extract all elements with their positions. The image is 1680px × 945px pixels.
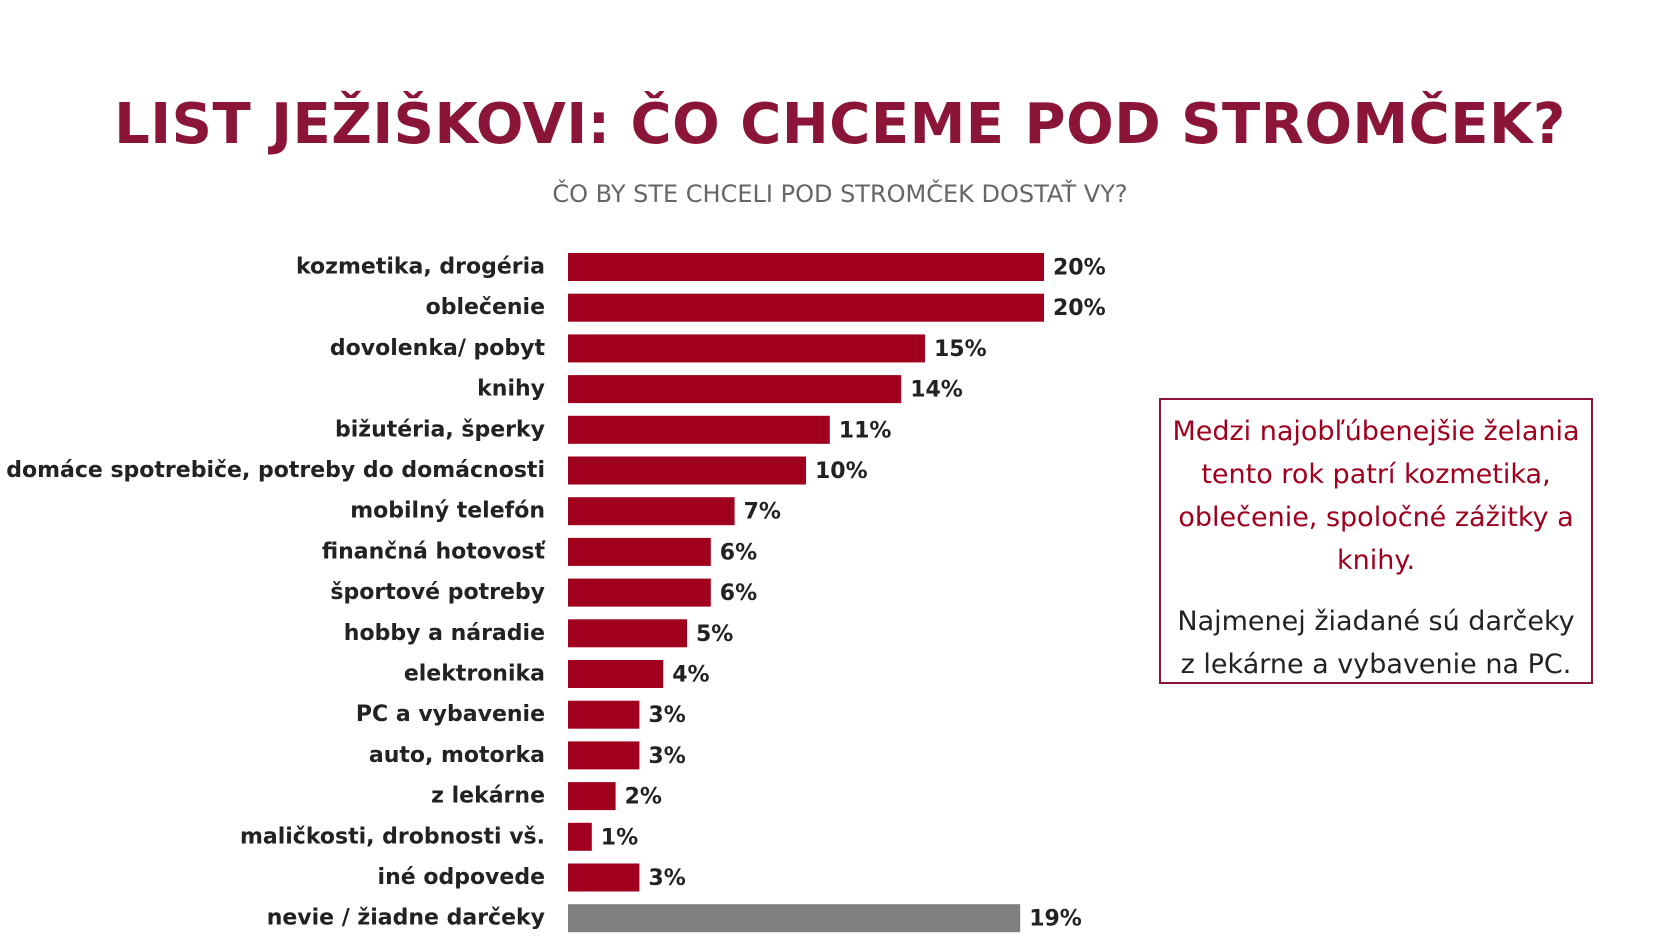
bar [568, 415, 830, 444]
bar [568, 660, 664, 688]
value-label: 20% [1053, 296, 1106, 321]
category-label: dovolenka/ pobyt [330, 336, 546, 361]
value-label: 14% [910, 378, 963, 403]
bar [568, 741, 640, 770]
bar [568, 334, 925, 363]
value-label: 5% [696, 622, 733, 647]
value-label: 3% [648, 744, 685, 769]
category-label: hobby a náradie [344, 621, 545, 646]
category-label: mobilný telefón [350, 499, 545, 524]
value-label: 4% [672, 663, 709, 688]
callout-highlight-text: Medzi najobľúbenejšie želania tento rok … [1172, 416, 1580, 576]
value-label: 3% [648, 703, 685, 728]
category-label: iné odpovede [378, 865, 545, 890]
bar [568, 293, 1044, 322]
category-label: elektronika [404, 662, 545, 687]
category-label: z lekárne [431, 784, 545, 809]
bar [568, 537, 711, 566]
callout-note-text: Najmenej žiadané sú darčeky z lekárne a … [1177, 606, 1575, 680]
category-label: oblečenie [426, 295, 545, 320]
page-title: LIST JEŽIŠKOVI: ČO CHCEME POD STROMČEK? [114, 92, 1566, 157]
category-label: bižutéria, šperky [335, 417, 545, 442]
category-label: domáce spotrebiče, potreby do domácnosti [6, 458, 545, 483]
bar [568, 822, 592, 851]
value-label: 1% [601, 825, 638, 850]
bar [568, 253, 1044, 281]
bar [568, 619, 687, 648]
bar [568, 497, 735, 526]
bar [568, 578, 711, 607]
value-label: 11% [839, 418, 892, 443]
category-label: kozmetika, drogéria [296, 255, 545, 280]
callout-box: Medzi najobľúbenejšie želania tento rok … [1159, 398, 1593, 684]
category-label: finančná hotovosť [322, 539, 547, 564]
value-label: 20% [1053, 256, 1106, 281]
bar [568, 782, 616, 811]
category-label: PC a vybavenie [356, 702, 545, 727]
value-label: 7% [744, 500, 781, 525]
category-label: športové potreby [330, 580, 545, 605]
category-label: auto, motorka [369, 743, 545, 768]
value-label: 2% [625, 785, 662, 810]
value-label: 19% [1029, 907, 1082, 932]
category-label: maličkosti, drobnosti vš. [240, 824, 545, 849]
bar [568, 700, 640, 729]
page-subtitle: ČO BY STE CHCELI POD STROMČEK DOSTAŤ VY? [552, 180, 1128, 208]
bar [568, 456, 806, 485]
bar [568, 375, 902, 404]
category-label: knihy [477, 377, 545, 402]
category-label: nevie / žiadne darčeky [267, 906, 545, 931]
value-label: 10% [815, 459, 868, 484]
value-label: 6% [720, 581, 757, 606]
value-label: 6% [720, 540, 757, 565]
value-label: 15% [934, 337, 987, 362]
bar [568, 863, 640, 892]
value-label: 3% [648, 866, 685, 891]
bar [568, 904, 1021, 933]
